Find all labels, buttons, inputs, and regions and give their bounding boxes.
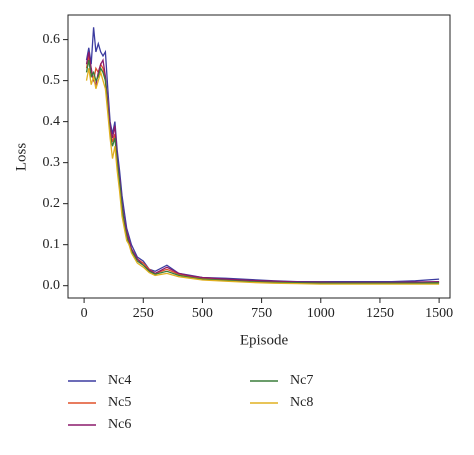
y-tick-label: 0.5 xyxy=(43,73,61,88)
y-tick-label: 0.4 xyxy=(43,114,61,129)
series-line xyxy=(85,68,440,285)
x-axis-label: Episode xyxy=(240,332,289,348)
y-tick-label: 0.2 xyxy=(43,196,61,211)
legend-label: Nc8 xyxy=(290,395,313,410)
legend-label: Nc4 xyxy=(108,373,131,388)
series-line xyxy=(85,55,440,284)
series-line xyxy=(85,27,440,283)
x-tick-label: 250 xyxy=(133,306,154,321)
x-tick-label: 1250 xyxy=(366,306,394,321)
legend-label: Nc5 xyxy=(108,395,131,410)
x-tick-label: 1000 xyxy=(307,306,335,321)
y-tick-label: 0.1 xyxy=(43,237,61,252)
x-tick-label: 1500 xyxy=(425,306,453,321)
legend-label: Nc6 xyxy=(108,417,131,432)
y-tick-label: 0.0 xyxy=(43,278,61,293)
x-tick-label: 0 xyxy=(81,306,88,321)
y-tick-label: 0.6 xyxy=(43,32,61,47)
y-tick-label: 0.3 xyxy=(43,155,61,170)
plot-frame xyxy=(67,14,451,299)
series-line xyxy=(85,51,440,284)
legend-label: Nc7 xyxy=(290,373,313,388)
series-line xyxy=(85,59,440,284)
x-tick-label: 500 xyxy=(192,306,213,321)
x-tick-label: 750 xyxy=(251,306,272,321)
y-axis-label: Loss xyxy=(13,143,29,172)
